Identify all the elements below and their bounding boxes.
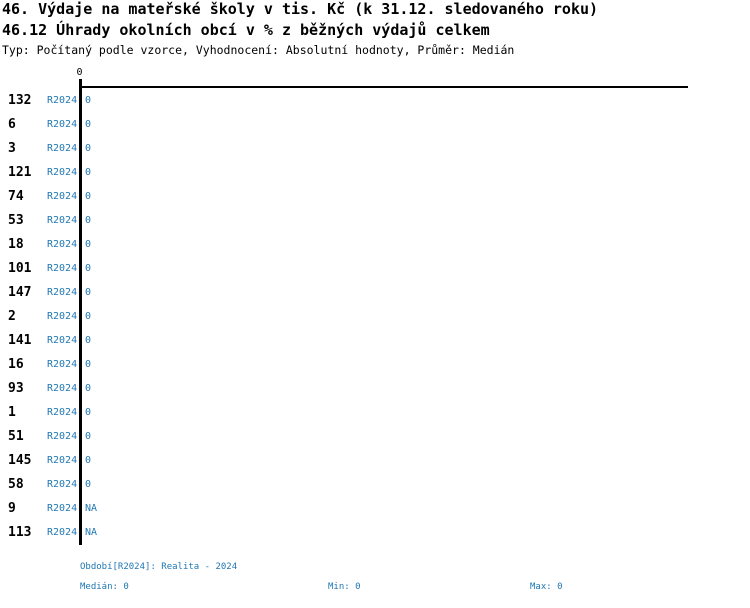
chart-title-line1: 46. Výdaje na mateřské školy v tis. Kč (…: [2, 0, 599, 18]
row-value-label: NA: [85, 527, 98, 538]
row-category-label: 121: [8, 165, 32, 180]
footer-min: Min: 0: [328, 582, 361, 592]
row-value-label: 0: [85, 239, 92, 250]
row-series-label: R2024: [47, 143, 78, 154]
row-value-label: 0: [85, 263, 92, 274]
row-series-label: R2024: [47, 119, 78, 130]
row-value-label: 0: [85, 455, 92, 466]
row-value-label: 0: [85, 431, 92, 442]
row-value-label: 0: [85, 311, 92, 322]
row-category-label: 53: [8, 213, 24, 228]
row-value-label: 0: [85, 167, 92, 178]
footer-period: Období[R2024]: Realita - 2024: [80, 562, 238, 572]
row-category-label: 145: [8, 453, 32, 468]
row-series-label: R2024: [47, 95, 78, 106]
row-category-label: 2: [8, 309, 16, 324]
chart-meta-line: Typ: Počítaný podle vzorce, Vyhodnocení:…: [2, 43, 515, 57]
chart-row: 16 R2024 0: [0, 357, 750, 373]
row-value-label: 0: [85, 335, 92, 346]
row-category-label: 147: [8, 285, 32, 300]
row-category-label: 101: [8, 261, 32, 276]
row-category-label: 93: [8, 381, 24, 396]
footer-median: Medián: 0: [80, 582, 129, 592]
row-category-label: 3: [8, 141, 16, 156]
row-value-label: 0: [85, 287, 92, 298]
chart-row: 53 R2024 0: [0, 213, 750, 229]
row-value-label: 0: [85, 383, 92, 394]
x-axis-line: [80, 86, 688, 88]
x-axis-tick-label: 0: [76, 67, 83, 78]
row-series-label: R2024: [47, 527, 78, 538]
row-series-label: R2024: [47, 383, 78, 394]
row-value-label: 0: [85, 95, 92, 106]
chart-row: 132 R2024 0: [0, 93, 750, 109]
row-category-label: 6: [8, 117, 16, 132]
row-value-label: NA: [85, 503, 98, 514]
row-category-label: 141: [8, 333, 32, 348]
row-series-label: R2024: [47, 263, 78, 274]
row-category-label: 1: [8, 405, 16, 420]
chart-title-line2: 46.12 Úhrady okolních obcí v % z běžných…: [2, 21, 490, 39]
chart-row: 121 R2024 0: [0, 165, 750, 181]
row-series-label: R2024: [47, 287, 78, 298]
row-value-label: 0: [85, 119, 92, 130]
row-value-label: 0: [85, 191, 92, 202]
chart-row: 74 R2024 0: [0, 189, 750, 205]
row-series-label: R2024: [47, 455, 78, 466]
chart-row: 3 R2024 0: [0, 141, 750, 157]
row-series-label: R2024: [47, 407, 78, 418]
row-value-label: 0: [85, 407, 92, 418]
row-series-label: R2024: [47, 431, 78, 442]
row-series-label: R2024: [47, 215, 78, 226]
row-category-label: 18: [8, 237, 24, 252]
chart-row: 51 R2024 0: [0, 429, 750, 445]
chart-row: 101 R2024 0: [0, 261, 750, 277]
row-series-label: R2024: [47, 503, 78, 514]
row-value-label: 0: [85, 215, 92, 226]
row-series-label: R2024: [47, 479, 78, 490]
row-series-label: R2024: [47, 239, 78, 250]
footer-max: Max: 0: [530, 582, 563, 592]
row-value-label: 0: [85, 359, 92, 370]
chart-row: 18 R2024 0: [0, 237, 750, 253]
chart-row: 113 R2024 NA: [0, 525, 750, 541]
row-category-label: 9: [8, 501, 16, 516]
chart-row: 1 R2024 0: [0, 405, 750, 421]
chart-row: 6 R2024 0: [0, 117, 750, 133]
chart-row: 147 R2024 0: [0, 285, 750, 301]
chart-row: 58 R2024 0: [0, 477, 750, 493]
row-category-label: 16: [8, 357, 24, 372]
row-value-label: 0: [85, 479, 92, 490]
row-series-label: R2024: [47, 359, 78, 370]
row-category-label: 132: [8, 93, 32, 108]
row-category-label: 113: [8, 525, 32, 540]
chart-row: 93 R2024 0: [0, 381, 750, 397]
row-category-label: 74: [8, 189, 24, 204]
row-value-label: 0: [85, 143, 92, 154]
row-category-label: 51: [8, 429, 24, 444]
chart-row: 2 R2024 0: [0, 309, 750, 325]
row-series-label: R2024: [47, 167, 78, 178]
chart-row: 141 R2024 0: [0, 333, 750, 349]
row-series-label: R2024: [47, 191, 78, 202]
row-series-label: R2024: [47, 311, 78, 322]
row-series-label: R2024: [47, 335, 78, 346]
y-axis-line: [79, 79, 82, 545]
chart-row: 145 R2024 0: [0, 453, 750, 469]
row-category-label: 58: [8, 477, 24, 492]
chart-row: 9 R2024 NA: [0, 501, 750, 517]
